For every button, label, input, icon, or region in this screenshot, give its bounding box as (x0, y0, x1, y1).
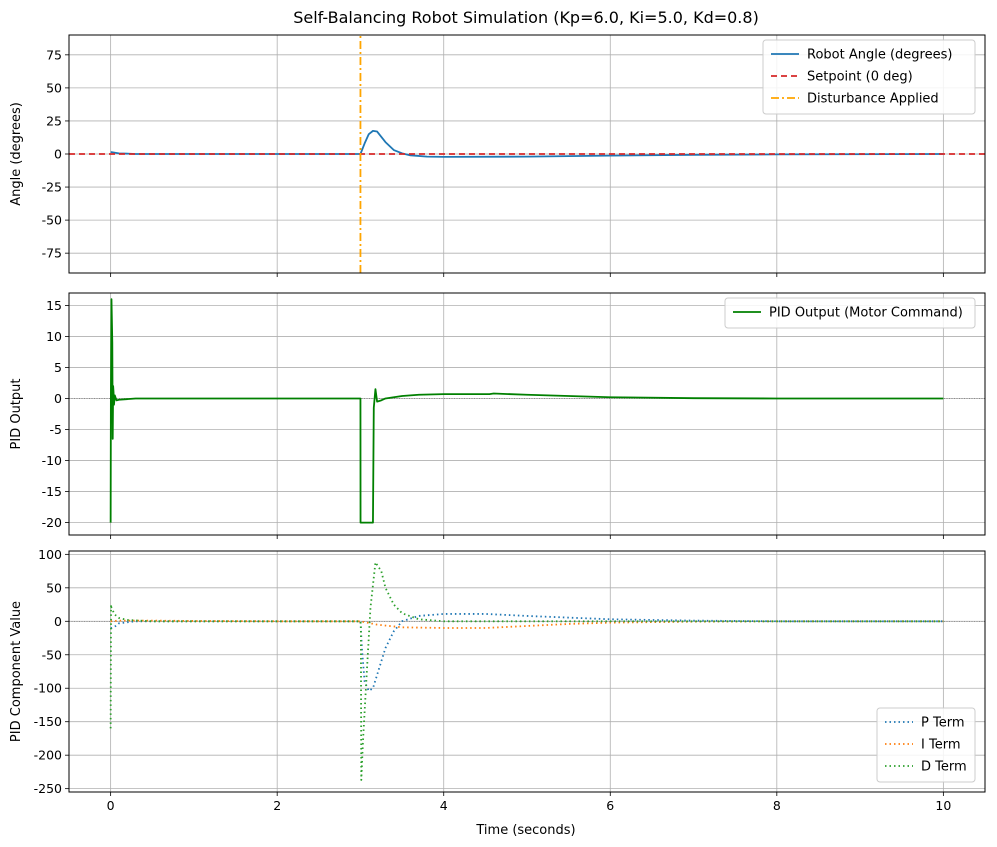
series-line-d-term (109, 561, 944, 781)
legend-pid: PID Output (Motor Command) (724, 297, 976, 329)
y-tick-label: -150 (34, 714, 62, 729)
series-group-components (109, 561, 944, 781)
legend-label-d-term: D Term (921, 760, 967, 775)
y-tick-label: -25 (42, 180, 62, 195)
series-line-robot-angle-degrees (110, 129, 944, 158)
legend-label-i-term: I Term (921, 738, 960, 753)
y-tick-label: -15 (42, 484, 62, 499)
x-tick-label: 0 (107, 798, 115, 813)
y-axis-label-pid: PID Output (9, 379, 24, 450)
legend-label-setpoint-0-deg: Setpoint (0 deg) (807, 70, 913, 85)
y-tick-label: -75 (42, 246, 62, 261)
legend-box (762, 39, 976, 115)
y-tick-label: 25 (46, 113, 62, 128)
chart-title: Self-Balancing Robot Simulation (Kp=6.0,… (293, 8, 759, 27)
series-group-pid (109, 298, 944, 524)
y-tick-label: -100 (34, 681, 62, 696)
y-tick-label: 50 (46, 580, 62, 595)
panel-angle: -75 -50 -25 0 25 50 75 Angle (degrees) Robot Ang… (9, 34, 986, 277)
x-tick-label: 10 (935, 798, 951, 813)
series-line-p-term (110, 613, 944, 692)
legend-box (876, 707, 976, 783)
y-tick-label: 75 (46, 47, 62, 62)
legend-label-p-term: P Term (921, 716, 964, 731)
legend-angle: Robot Angle (degrees) Setpoint (0 deg) Dis… (762, 39, 976, 115)
axes-frame (68, 550, 986, 793)
y-tick-label: -20 (42, 515, 62, 530)
x-axis-label: Time (seconds) (475, 823, 575, 838)
axes-frame (68, 34, 986, 274)
x-tick-label: 6 (606, 798, 614, 813)
panel-components: -250 -200 -150 -100 -50 0 50 100 0 2 4 6 8 10 PID Comp… (9, 547, 986, 813)
legend-components: P Term I Term D Term (876, 707, 976, 783)
y-tick-label: -10 (42, 453, 62, 468)
legend-label-robot-angle-degrees: Robot Angle (degrees) (807, 48, 952, 63)
y-tick-label: 10 (46, 329, 62, 344)
panel-pid: -20 -15 -10 -5 0 5 10 15 PID Output PID Output (M… (9, 292, 986, 539)
series-line-pid-output-motor-command (109, 298, 944, 524)
axes-frame (68, 292, 986, 536)
y-tick-label: -50 (42, 213, 62, 228)
legend-label-disturbance-applied: Disturbance Applied (807, 92, 939, 107)
y-tick-label: -5 (50, 422, 62, 437)
x-tick-label: 2 (273, 798, 281, 813)
y-tick-label: -50 (42, 647, 62, 662)
y-tick-label: 100 (38, 547, 62, 562)
y-tick-label: 15 (46, 298, 62, 313)
y-tick-label: -250 (34, 781, 62, 796)
series-group-angle (69, 35, 985, 273)
y-tick-label: 0 (54, 147, 62, 162)
x-tick-label: 4 (440, 798, 448, 813)
y-tick-label: 0 (54, 391, 62, 406)
x-tick-label: 8 (773, 798, 781, 813)
legend-label-pid-output-motor-command: PID Output (Motor Command) (769, 306, 963, 321)
y-tick-label: 5 (54, 360, 62, 375)
legend-box (724, 297, 976, 329)
y-tick-label: 0 (54, 614, 62, 629)
y-axis-label-angle: Angle (degrees) (9, 102, 24, 206)
y-tick-label: 50 (46, 80, 62, 95)
y-tick-label: -200 (34, 748, 62, 763)
y-axis-label-components: PID Component Value (9, 601, 24, 742)
